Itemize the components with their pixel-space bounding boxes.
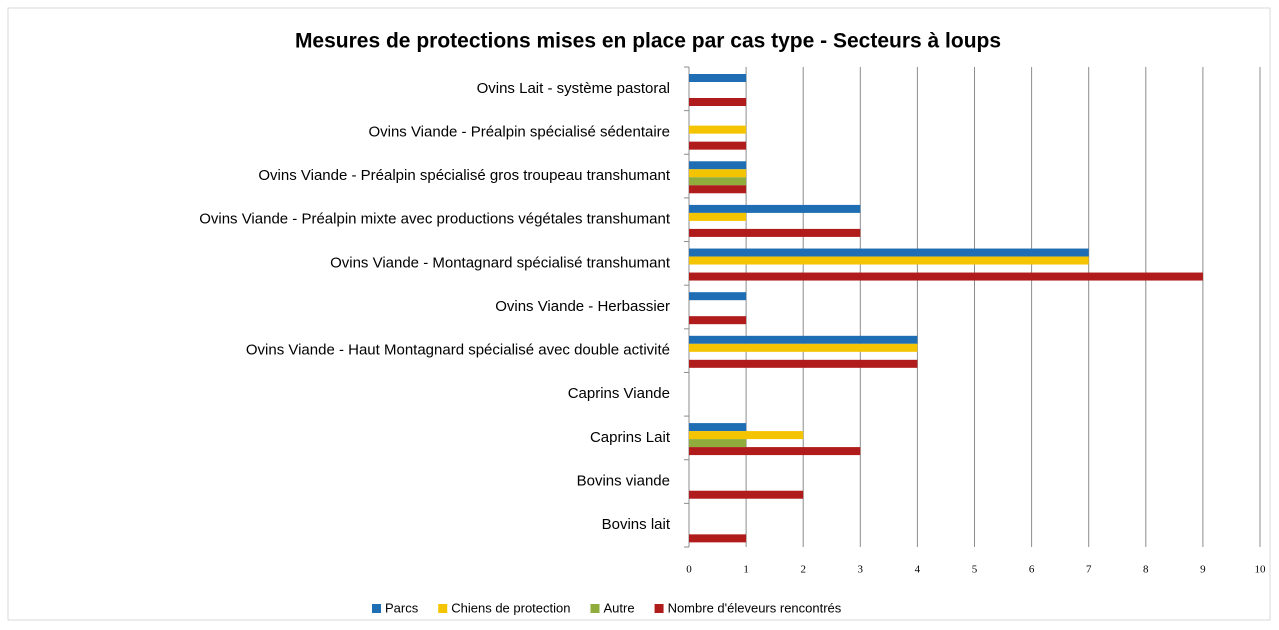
legend-swatch [590,604,600,613]
bar [689,439,747,448]
x-tick-label: 8 [1143,564,1149,576]
legend-label: Chiens de protection [451,600,570,615]
chart-frame [7,7,1271,621]
x-tick-label: 9 [1200,564,1206,576]
y-tick-label: Bovins lait [602,516,671,533]
x-tick-label: 3 [858,564,864,576]
bar [689,431,804,440]
chart-title: Mesures de protections mises en place pa… [295,30,1001,53]
bar [689,534,747,543]
bar [689,248,1089,257]
x-tick-label: 1 [743,564,749,576]
bar [689,343,918,352]
x-tick-label: 6 [1029,564,1035,576]
legend-swatch [372,604,381,613]
y-tick-label: Caprins Viande [568,385,670,402]
bar [689,177,747,186]
bar [689,292,747,301]
legend-swatch [438,604,448,613]
y-tick-label: Ovins Viande - Préalpin mixte avec produ… [199,211,671,228]
y-tick-label: Ovins Viande - Montagnard spécialisé tra… [330,254,671,271]
bar [689,141,747,150]
legend-label: Autre [603,600,634,615]
bar [689,359,918,368]
legend-label: Parcs [385,600,419,615]
x-tick-label: 5 [972,564,978,576]
bar [689,74,747,82]
bar [689,212,747,221]
x-tick-label: 2 [800,564,806,576]
y-tick-label: Ovins Viande - Haut Montagnard spécialis… [246,342,670,359]
bar [689,335,918,344]
x-tick-label: 7 [1086,564,1092,576]
bar [689,169,747,178]
bar [689,185,747,194]
legend-label: Nombre d'éleveurs rencontrés [668,600,842,615]
bar [689,98,747,106]
bar [689,447,861,456]
y-tick-label: Ovins Viande - Préalpin spécialisé séden… [368,123,670,140]
bar [689,256,1089,265]
y-tick-label: Ovins Lait - système pastoral [477,80,670,97]
y-tick-label: Caprins Lait [590,429,671,446]
legend-swatch [654,604,664,613]
y-tick-label: Ovins Viande - Herbassier [495,298,670,315]
bar [689,161,747,170]
y-tick-label: Bovins viande [577,473,670,490]
bar [689,204,861,213]
x-tick-label: 0 [686,564,692,576]
y-tick-label: Ovins Viande - Préalpin spécialisé gros … [258,167,670,184]
x-tick-label: 10 [1255,564,1267,576]
bar [689,125,747,134]
bar [689,490,804,499]
bar [689,228,861,237]
bar [689,316,747,325]
bar [689,423,747,432]
bar [689,272,1203,281]
x-tick-label: 4 [915,564,921,576]
